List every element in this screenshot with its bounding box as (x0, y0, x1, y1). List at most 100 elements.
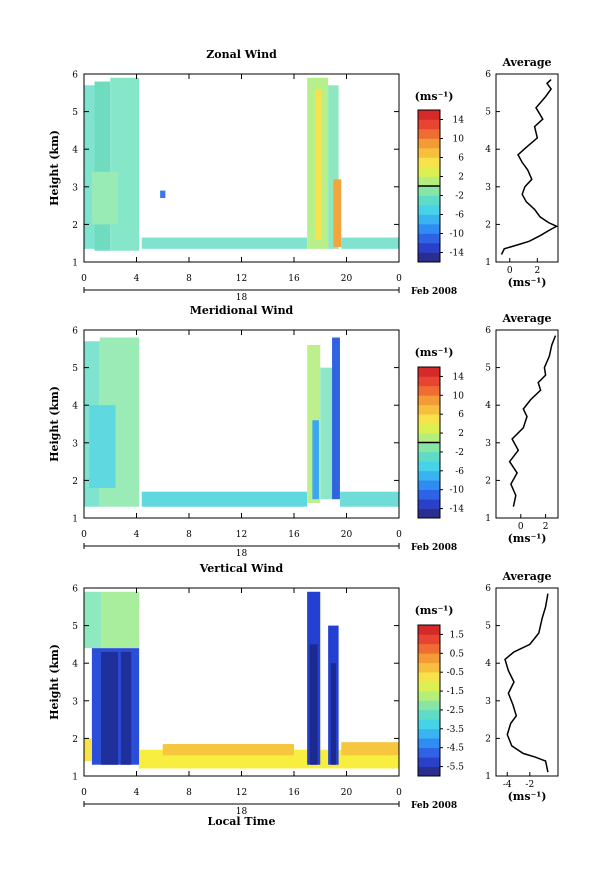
x-tick-label: 0 (396, 788, 402, 798)
data-cell (89, 405, 116, 488)
y-tick-label: 6 (72, 327, 78, 337)
colorbar-swatch (418, 119, 440, 130)
x-tick-label: 4 (134, 530, 140, 540)
x-tick-label: 8 (186, 788, 192, 798)
colorbar-tick-label: -6 (455, 211, 464, 221)
average-frame (495, 587, 559, 777)
average-y-tick-label: 6 (485, 326, 491, 336)
data-cell (330, 663, 336, 765)
average-x-tick-label: 0 (518, 522, 524, 532)
average-y-tick-label: 1 (485, 772, 491, 782)
y-tick-label: 6 (72, 71, 78, 81)
y-tick-label: 5 (72, 108, 78, 118)
colorbar-swatch (418, 367, 440, 377)
colorbar-swatch (418, 766, 440, 777)
colorbar-tick-label: 10 (453, 391, 465, 401)
average-y-tick-label: 3 (485, 439, 491, 449)
x-tick-label: 0 (81, 274, 87, 284)
date-suffix: Feb 2008 (411, 543, 457, 553)
colorbar-swatch (418, 252, 440, 263)
x-tick-label: 20 (341, 274, 353, 284)
average-frame (495, 73, 559, 263)
colorbar-swatch (418, 691, 440, 701)
colorbar-swatch (418, 700, 440, 711)
average-y-tick-label: 1 (485, 258, 491, 268)
average-y-tick-label: 2 (485, 476, 491, 486)
average-x-label: (ms⁻¹) (508, 276, 547, 289)
colorbar-tick-label: 14 (453, 372, 465, 382)
colorbar-swatch (418, 138, 440, 149)
panel-title: Zonal Wind (206, 48, 277, 61)
x-tick-label: 8 (186, 530, 192, 540)
colorbar-swatch (418, 233, 440, 244)
average-y-tick-label: 6 (485, 70, 491, 80)
y-tick-label: 5 (72, 622, 78, 632)
data-field (84, 77, 399, 251)
colorbar-tick-label: 2 (458, 173, 464, 183)
y-tick-label: 6 (72, 585, 78, 595)
y-tick-label: 2 (72, 477, 78, 487)
colorbar-swatch (418, 757, 440, 767)
average-x-tick-label: 0 (507, 266, 513, 276)
y-tick-label: 1 (72, 773, 78, 783)
colorbar-tick-label: -0.5 (447, 668, 465, 678)
colorbar-swatch (418, 461, 440, 472)
colorbar-swatch (418, 470, 440, 481)
colorbar-frame (417, 624, 441, 777)
colorbar: (ms⁻¹) 14 10 6 2 -2 -6 -10 -14 (415, 346, 465, 519)
date-label: 18 (236, 293, 248, 303)
colorbar-swatch (418, 442, 440, 453)
colorbar-swatch (418, 148, 440, 158)
colorbar-swatch (418, 214, 440, 225)
data-cell (101, 591, 140, 649)
x-tick-label: 20 (341, 530, 353, 540)
data-cell (341, 742, 399, 756)
panel-title: Meridional Wind (190, 304, 294, 317)
x-tick-label: 0 (81, 788, 87, 798)
colorbar-tick-label: -6 (455, 467, 464, 477)
colorbar-swatch (418, 747, 440, 758)
data-cell (315, 89, 322, 240)
data-cell (339, 491, 399, 507)
data-cell (328, 85, 339, 249)
average-y-tick-label: 4 (485, 401, 491, 411)
colorbar-swatch (418, 643, 440, 654)
colorbar-swatch (418, 129, 440, 139)
data-cell (101, 651, 119, 765)
x-axis-label: Local Time (208, 815, 276, 828)
date-label: 18 (236, 549, 248, 559)
data-cell (94, 81, 111, 251)
date-suffix: Feb 2008 (411, 801, 457, 811)
average-x-label: (ms⁻¹) (508, 790, 547, 803)
colorbar-tick-label: -14 (450, 249, 465, 259)
y-tick-label: 2 (72, 221, 78, 231)
colorbar-swatch (418, 423, 440, 434)
colorbar-swatch (418, 176, 440, 187)
y-tick-label: 4 (72, 402, 78, 412)
average-title: Average (501, 570, 551, 583)
average-profile-line (500, 79, 559, 255)
average-y-tick-label: 3 (485, 183, 491, 193)
colorbar-swatch (418, 681, 440, 692)
data-cell (110, 77, 140, 251)
colorbar-tick-label: -2 (455, 448, 464, 458)
colorbar-tick-label: -4.5 (447, 744, 465, 754)
panel-title: Vertical Wind (199, 562, 284, 575)
colorbar-swatch (418, 672, 440, 682)
data-cell (332, 337, 340, 500)
colorbar-swatch (418, 224, 440, 234)
colorbar-swatch (418, 480, 440, 490)
y-tick-label: 1 (72, 259, 78, 269)
colorbar: (ms⁻¹) 1.5 0.5 -0.5 -1.5 -2.5 -3.5 -4.5 -5.5 (415, 604, 465, 777)
colorbar-swatch (418, 195, 440, 206)
colorbar-tick-label: 10 (453, 135, 465, 145)
average-x-label: (ms⁻¹) (508, 532, 547, 545)
x-tick-label: 12 (236, 530, 247, 540)
average-profile-line (508, 335, 557, 507)
data-cell (333, 179, 342, 247)
average-y-tick-label: 4 (485, 145, 491, 155)
colorbar-tick-label: 0.5 (450, 649, 465, 659)
colorbar-tick-label: 1.5 (450, 630, 465, 640)
x-tick-label: 16 (288, 274, 300, 284)
